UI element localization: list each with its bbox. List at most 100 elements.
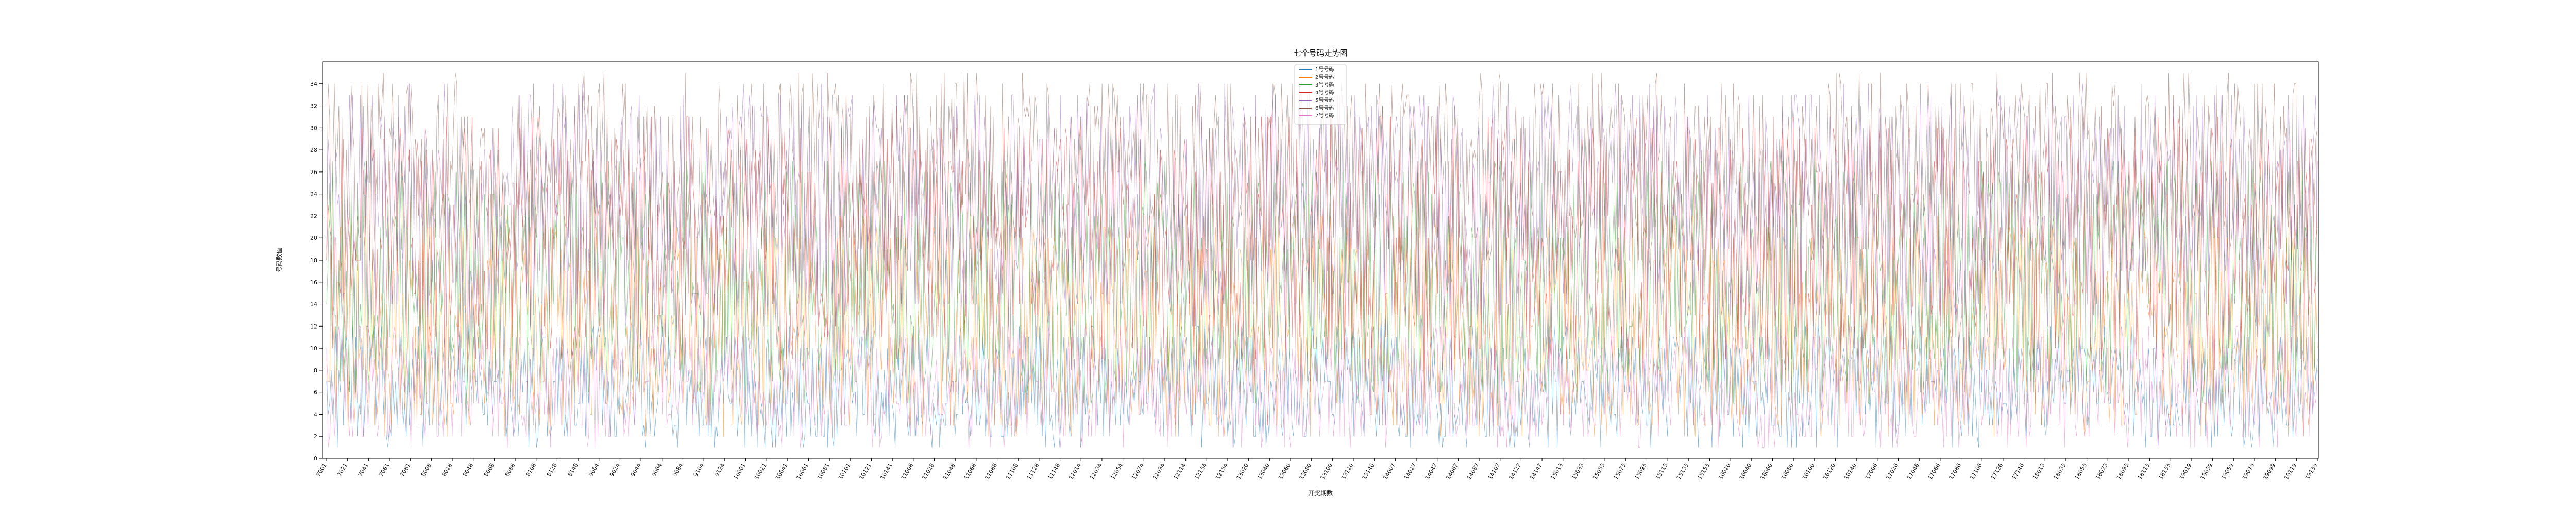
x-tick-label: 19079 [2241, 462, 2256, 481]
x-tick-label: 16040 [1738, 462, 1753, 481]
y-tick-label: 8 [314, 367, 317, 374]
x-tick-label: 16120 [1822, 462, 1837, 481]
x-tick-label: 18093 [2115, 462, 2130, 481]
y-tick-label: 26 [310, 169, 317, 176]
x-tick-label: 14127 [1507, 462, 1522, 481]
x-tick-label: 17106 [1969, 462, 1984, 481]
x-tick-label: 13140 [1361, 462, 1376, 481]
x-tick-label: 17126 [1990, 462, 2005, 481]
y-tick-label: 12 [310, 323, 317, 330]
x-tick-label: 17146 [2010, 462, 2025, 481]
x-tick-label: 12034 [1089, 462, 1104, 481]
y-tick-label: 20 [310, 235, 317, 242]
x-tick-label: 13040 [1256, 462, 1271, 481]
x-tick-label: 8108 [524, 462, 537, 478]
x-tick-label: 12054 [1109, 462, 1124, 481]
legend-label: 5号号码 [1315, 97, 1334, 104]
x-tick-label: 12134 [1193, 462, 1208, 481]
x-tick-label: 17026 [1885, 462, 1900, 481]
series-layer [326, 73, 2318, 448]
legend-label: 6号号码 [1315, 105, 1334, 111]
x-tick-label: 19139 [2304, 462, 2319, 481]
x-tick-label: 9024 [608, 462, 621, 478]
x-tick-label: 18133 [2157, 462, 2172, 481]
x-tick-label: 15073 [1613, 462, 1628, 481]
y-tick-label: 18 [310, 257, 317, 264]
x-tick-label: 18013 [2031, 462, 2046, 481]
x-tick-label: 15113 [1654, 462, 1669, 481]
x-tick-label: 10061 [795, 462, 810, 481]
x-tick-label: 12114 [1172, 462, 1187, 481]
x-tick-label: 15153 [1696, 462, 1711, 481]
y-tick-label: 0 [314, 455, 317, 462]
x-tick-label: 17046 [1906, 462, 1921, 481]
x-tick-label: 15093 [1633, 462, 1648, 481]
x-tick-label: 14007 [1382, 462, 1397, 481]
x-tick-label: 19039 [2199, 462, 2214, 481]
x-tick-label: 11148 [1046, 462, 1061, 481]
series-line-3 [326, 161, 2318, 404]
x-tick-label: 9064 [650, 462, 663, 478]
x-tick-label: 7001 [315, 462, 328, 478]
x-tick-label: 12154 [1214, 462, 1229, 481]
chart-title: 七个号码走势图 [1293, 48, 1347, 58]
x-tick-label: 7081 [399, 462, 412, 478]
x-tick-label: 10101 [837, 462, 852, 481]
y-tick-label: 14 [310, 301, 317, 308]
x-tick-label: 10141 [879, 462, 894, 481]
y-tick-label: 34 [310, 81, 317, 88]
x-tick-label: 14047 [1424, 462, 1439, 481]
legend-label: 7号号码 [1315, 113, 1334, 119]
x-tick-label: 12074 [1130, 462, 1145, 481]
x-tick-label: 10001 [732, 462, 747, 481]
x-tick-label: 8028 [440, 462, 453, 478]
x-tick-label: 19119 [2283, 462, 2298, 481]
y-tick-label: 24 [310, 191, 317, 198]
x-tick-label: 13020 [1235, 462, 1250, 481]
x-tick-label: 11068 [963, 462, 978, 481]
x-tick-label: 8048 [462, 462, 474, 478]
x-tick-label: 18113 [2136, 462, 2151, 481]
x-tick-label: 13080 [1298, 462, 1313, 481]
y-tick-label: 6 [314, 389, 317, 396]
x-tick-label: 18033 [2053, 462, 2067, 481]
x-tick-label: 16140 [1843, 462, 1858, 481]
x-tick-label: 8068 [483, 462, 496, 478]
x-tick-label: 14147 [1529, 462, 1544, 481]
x-tick-label: 19099 [2262, 462, 2277, 481]
x-tick-label: 10021 [753, 462, 768, 481]
x-tick-label: 9044 [629, 462, 642, 478]
x-tick-label: 16100 [1801, 462, 1816, 481]
y-tick-label: 10 [310, 345, 317, 352]
x-tick-label: 13100 [1319, 462, 1334, 481]
x-tick-label: 13120 [1340, 462, 1355, 481]
y-tick-label: 2 [314, 433, 317, 440]
x-tick-label: 14087 [1466, 462, 1481, 481]
series-line-7 [326, 325, 2318, 448]
x-tick-label: 10041 [774, 462, 789, 481]
x-tick-label: 8148 [566, 462, 579, 478]
legend-label: 3号号码 [1315, 82, 1334, 88]
x-tick-label: 17006 [1864, 462, 1879, 481]
x-tick-label: 8008 [420, 462, 433, 478]
y-tick-label: 30 [310, 125, 317, 131]
x-tick-label: 9124 [713, 462, 726, 478]
x-axis-label: 开奖期数 [1308, 489, 1333, 497]
x-tick-label: 11128 [1026, 462, 1041, 481]
x-tick-label: 12014 [1067, 462, 1082, 481]
x-tick-label: 18073 [2094, 462, 2109, 481]
x-tick-label: 11088 [984, 462, 998, 481]
y-tick-label: 22 [310, 213, 317, 219]
series-line-1 [326, 325, 2318, 448]
x-tick-label: 12094 [1151, 462, 1166, 481]
legend-box [1294, 64, 1347, 125]
x-tick-label: 9004 [587, 462, 600, 478]
x-tick-label: 16020 [1717, 462, 1732, 481]
series-line-5 [326, 83, 2318, 327]
x-tick-label: 10121 [858, 462, 873, 481]
y-tick-label: 28 [310, 147, 317, 153]
x-tick-label: 19059 [2220, 462, 2235, 481]
x-tick-label: 17066 [1927, 462, 1942, 481]
